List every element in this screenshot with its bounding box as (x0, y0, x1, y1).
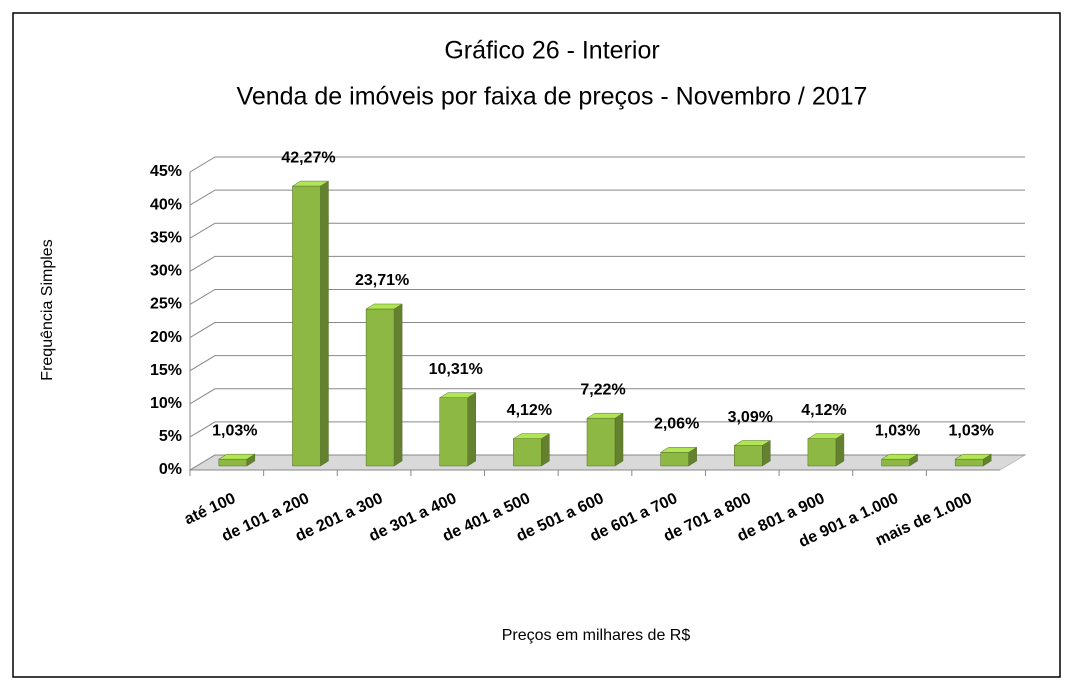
bar-front (807, 438, 837, 467)
bar-top (733, 440, 772, 446)
chart-title: Gráfico 26 - Interior (444, 37, 659, 65)
bar-front (660, 452, 689, 467)
bar (291, 180, 330, 467)
bar-top (291, 180, 330, 187)
x-axis-title: Preços em milhares de R$ (502, 627, 691, 644)
y-tick-label: 20% (150, 329, 182, 346)
y-tick-label: 45% (150, 163, 182, 180)
bar (365, 303, 403, 467)
bar-front (513, 438, 542, 467)
y-tick-label: 15% (150, 362, 182, 379)
bar-top (512, 433, 551, 439)
bar-front (218, 458, 248, 467)
value-label: 23,71% (355, 272, 409, 289)
value-label: 1,03% (212, 422, 257, 439)
value-label: 1,03% (875, 422, 920, 439)
bar-front (954, 458, 984, 467)
y-tick-label: 5% (159, 428, 182, 445)
bar (217, 453, 256, 467)
value-label: 4,12% (801, 402, 846, 419)
bar-front (292, 185, 321, 467)
bar-side (835, 433, 845, 467)
bar (880, 453, 919, 467)
bar-top (807, 433, 845, 439)
bar-front (586, 417, 616, 467)
bar-side (467, 392, 476, 467)
bar-top (438, 392, 477, 398)
bar-side (320, 180, 329, 467)
y-tick-label: 35% (150, 229, 182, 246)
value-label: 4,12% (507, 402, 552, 419)
chart-frame (12, 12, 1061, 678)
bar-side (614, 412, 624, 467)
bar (807, 433, 845, 467)
value-label: 10,31% (429, 361, 483, 378)
bar (954, 453, 993, 467)
y-tick-label: 10% (150, 395, 182, 412)
bar-top (880, 453, 919, 460)
bar-front (365, 308, 395, 467)
value-label: 7,22% (580, 381, 625, 398)
grid-line (189, 222, 1025, 239)
y-tick-label: 25% (150, 296, 182, 313)
bar (512, 433, 551, 467)
bar (586, 412, 624, 467)
bar-top (659, 447, 698, 453)
bar-top (217, 453, 256, 460)
grid-line (189, 156, 1025, 173)
grid-line (189, 322, 1025, 338)
y-tick-label: 40% (150, 196, 182, 213)
grid-line (189, 288, 1025, 305)
bar-top (954, 453, 993, 460)
grid-line (189, 388, 1025, 405)
value-label: 42,27% (281, 149, 335, 166)
bar-side (393, 303, 403, 467)
value-label: 1,03% (948, 422, 993, 439)
bar (733, 440, 772, 467)
grid-line (189, 355, 1025, 372)
bar-top (365, 303, 403, 310)
chart-subtitle: Venda de imóveis por faixa de preços - N… (237, 83, 868, 111)
bar (659, 446, 698, 467)
bar-front (439, 397, 468, 467)
y-axis-title: Frequência Simples (39, 239, 56, 380)
y-tick-label: 0% (159, 461, 182, 478)
value-label: 2,06% (654, 416, 699, 433)
value-label: 3,09% (728, 409, 773, 426)
grid-line (189, 421, 1025, 438)
y-tick-label: 30% (150, 263, 182, 280)
bar-front (881, 458, 910, 467)
bar-top (586, 412, 624, 419)
grid-line (189, 255, 1025, 272)
bar-side (541, 433, 550, 467)
bar-front (734, 445, 763, 467)
grid-line (189, 189, 1025, 206)
bar (438, 392, 477, 467)
